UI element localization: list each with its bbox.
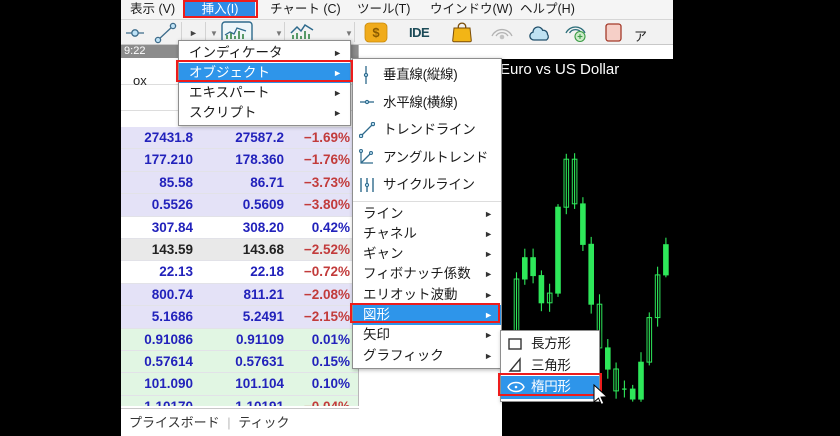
svg-text:$: $ — [372, 25, 380, 40]
